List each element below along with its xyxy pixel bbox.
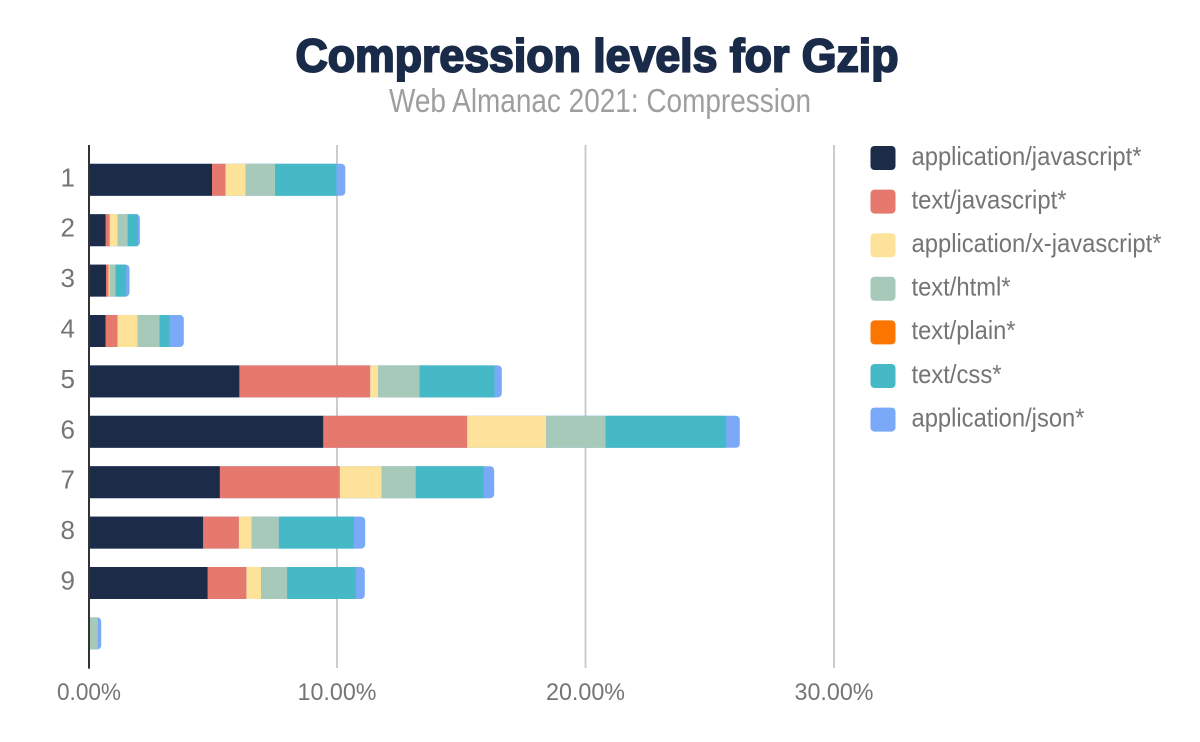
svg-text:application/json*: application/json*: [912, 402, 1085, 432]
svg-text:2: 2: [61, 213, 75, 243]
svg-text:5: 5: [61, 364, 75, 394]
svg-text:Web Almanac 2021: Compression: Web Almanac 2021: Compression: [389, 82, 811, 119]
svg-text:0.00%: 0.00%: [57, 679, 121, 706]
svg-text:9: 9: [61, 566, 75, 596]
svg-text:20.00%: 20.00%: [546, 679, 625, 706]
svg-text:Compression levels for Gzip: Compression levels for Gzip: [296, 30, 899, 82]
svg-text:4: 4: [61, 314, 75, 344]
svg-text:text/html*: text/html*: [912, 272, 1011, 302]
svg-text:application/x-javascript*: application/x-javascript*: [912, 228, 1162, 258]
svg-text:7: 7: [61, 465, 75, 495]
svg-text:6: 6: [61, 414, 75, 444]
svg-text:text/javascript*: text/javascript*: [912, 184, 1067, 214]
svg-text:text/css*: text/css*: [912, 359, 1002, 389]
svg-text:30.00%: 30.00%: [795, 679, 874, 706]
svg-text:3: 3: [61, 263, 75, 293]
svg-text:10.00%: 10.00%: [298, 679, 377, 706]
svg-text:text/plain*: text/plain*: [912, 315, 1016, 345]
svg-text:8: 8: [61, 515, 75, 545]
svg-text:application/javascript*: application/javascript*: [912, 141, 1142, 171]
svg-text:1: 1: [61, 162, 75, 192]
